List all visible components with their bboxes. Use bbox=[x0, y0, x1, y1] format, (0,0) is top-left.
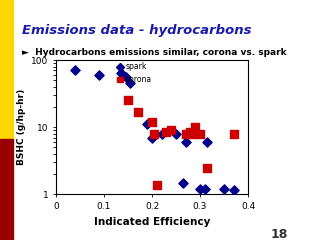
corona bbox=[193, 125, 198, 129]
spark bbox=[231, 188, 236, 192]
corona bbox=[205, 166, 210, 170]
spark bbox=[221, 187, 227, 191]
spark bbox=[183, 140, 188, 144]
spark bbox=[197, 187, 203, 191]
spark bbox=[73, 68, 78, 72]
spark bbox=[159, 132, 164, 136]
spark bbox=[97, 73, 102, 77]
spark bbox=[145, 122, 150, 126]
corona bbox=[231, 132, 236, 136]
spark bbox=[128, 81, 133, 85]
corona bbox=[135, 110, 140, 114]
Bar bbox=[0, 0, 13, 139]
corona bbox=[183, 132, 188, 136]
Text: 18: 18 bbox=[271, 228, 288, 240]
corona bbox=[125, 99, 131, 102]
corona bbox=[154, 183, 159, 186]
corona bbox=[152, 132, 157, 136]
spark bbox=[118, 71, 124, 74]
spark bbox=[123, 76, 128, 79]
spark bbox=[205, 140, 210, 144]
corona bbox=[197, 132, 203, 136]
corona bbox=[149, 120, 155, 124]
corona bbox=[188, 130, 193, 134]
X-axis label: Indicated Efficiency: Indicated Efficiency bbox=[94, 216, 210, 227]
Text: ►  Hydrocarbons emissions similar, corona vs. spark: ► Hydrocarbons emissions similar, corona… bbox=[22, 48, 287, 57]
corona bbox=[164, 130, 169, 134]
Bar bbox=[0, 139, 13, 240]
Y-axis label: BSHC (g/hp-hr): BSHC (g/hp-hr) bbox=[17, 89, 26, 165]
spark bbox=[202, 187, 207, 191]
Text: Emissions data - hydrocarbons: Emissions data - hydrocarbons bbox=[22, 24, 252, 37]
spark bbox=[180, 181, 186, 185]
corona bbox=[169, 128, 174, 132]
spark bbox=[173, 132, 179, 136]
spark bbox=[149, 136, 155, 139]
corona bbox=[190, 132, 195, 136]
Legend: spark, corona: spark, corona bbox=[117, 62, 152, 84]
